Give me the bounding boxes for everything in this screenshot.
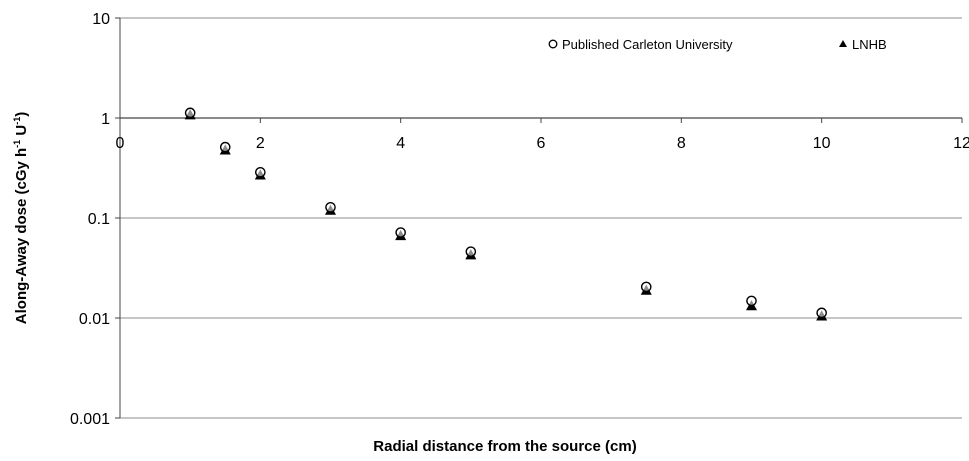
y-tick-label-1: 0.01 [79, 311, 110, 328]
legend-marker-lnhb [839, 40, 847, 47]
grid-lines [120, 17, 962, 419]
carleton-point-2 [255, 166, 266, 178]
y-tick-labels: 0.001 0.01 0.1 1 10 [70, 11, 110, 428]
x-axis-title: Radial distance from the source (cm) [373, 438, 636, 455]
carleton-point-7 [746, 295, 757, 307]
legend-label-lnhb: LNHB [852, 37, 887, 52]
carleton-point-5 [465, 246, 477, 257]
carleton-point-3 [325, 202, 336, 213]
legend-label-published-carleton: Published Carleton University [562, 37, 733, 52]
x-tick-label-5: 10 [813, 135, 831, 152]
y-tick-label-2: 0.1 [88, 211, 110, 228]
x-tick-label-3: 6 [537, 135, 546, 152]
y-axis-title-sup2: -1 [12, 117, 22, 125]
y-axis-title-main: Along-Away dose (cGy h [13, 148, 30, 324]
y-axis-title-end: ) [13, 112, 30, 117]
x-tick-label-0: 0 [116, 135, 125, 152]
x-tick-label-6: 12 [953, 135, 969, 152]
axes [115, 17, 963, 419]
x-tick-label-2: 4 [396, 135, 405, 152]
carleton-point-0 [184, 107, 196, 119]
y-axis-title: Along-Away dose (cGy h-1 U-1) [12, 112, 30, 324]
y-axis-title-sup1: -1 [12, 140, 22, 148]
y-tick-label-0: 0.001 [70, 411, 110, 428]
data-points [184, 107, 828, 321]
carleton-point-4 [395, 227, 406, 238]
legend: Published Carleton University LNHB [548, 37, 887, 52]
y-tick-label-4: 10 [92, 11, 110, 28]
x-tick-label-4: 8 [677, 135, 686, 152]
x-tick-label-1: 2 [256, 135, 265, 152]
y-tick-label-3: 1 [101, 111, 110, 128]
x-tick-labels: 0 2 4 6 8 10 12 [116, 135, 969, 152]
carleton-point-8 [816, 307, 827, 319]
legend-marker-published-carleton [548, 39, 558, 49]
y-axis-title-mid: U [13, 125, 30, 140]
carleton-point-1 [219, 141, 231, 153]
carleton-point-6 [640, 281, 652, 293]
